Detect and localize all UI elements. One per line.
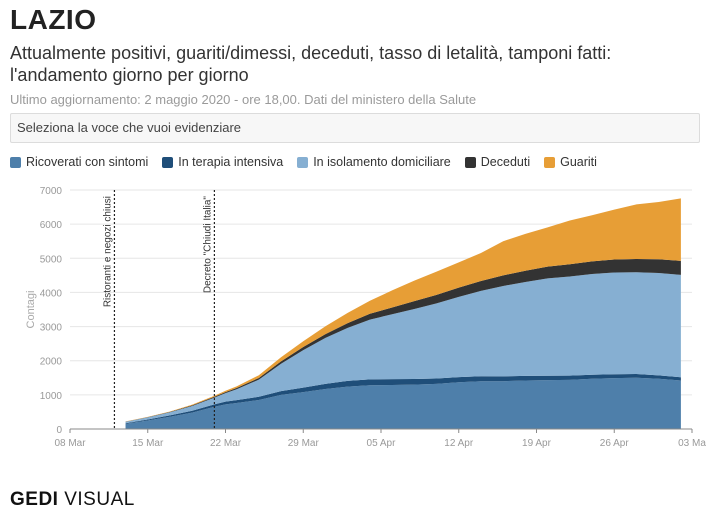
area-series: [125, 377, 681, 429]
y-tick-label: 5000: [40, 254, 63, 265]
page-subtitle: Attualmente positivi, guariti/dimessi, d…: [10, 43, 612, 85]
x-tick-label: 05 Apr: [367, 438, 397, 449]
x-tick-label: 12 Apr: [444, 438, 474, 449]
y-tick-label: 2000: [40, 357, 63, 368]
legend-swatch: [10, 156, 21, 168]
logo-visual-text: VISUAL: [58, 489, 135, 510]
legend-item[interactable]: In terapia intensiva: [162, 155, 283, 169]
y-axis-label: Contagi: [25, 291, 37, 329]
legend-label: Guariti: [560, 155, 597, 169]
legend-swatch: [464, 156, 476, 168]
area-series: [125, 272, 681, 424]
logo-gedi-text: GEDI: [10, 489, 59, 510]
x-tick-label: 15 Mar: [132, 438, 164, 449]
legend-label: Ricoverati con sintomi: [26, 155, 149, 169]
gedi-visual-logo: GEDI VISUAL: [10, 489, 135, 511]
annotation-label: Ristoranti e negozi chiusi: [102, 196, 113, 307]
series-selector-dropdown[interactable]: Seleziona la voce che vuoi evidenziare: [10, 113, 700, 143]
y-tick-label: 1000: [40, 391, 63, 402]
y-tick-label: 4000: [40, 288, 63, 299]
page-title: LAZIO: [10, 4, 97, 35]
y-tick-label: 0: [56, 425, 62, 436]
x-tick-label: 22 Mar: [210, 438, 242, 449]
legend-label: In terapia intensiva: [178, 155, 284, 169]
legend-swatch: [297, 156, 309, 168]
area-series: [125, 374, 681, 424]
y-tick-label: 6000: [40, 220, 63, 231]
x-tick-label: 26 Apr: [600, 438, 630, 449]
legend-item[interactable]: Ricoverati con sintomi: [10, 155, 148, 169]
x-tick-label: 03 Ma: [678, 438, 706, 449]
y-tick-label: 3000: [40, 323, 63, 334]
x-tick-label: 29 Mar: [288, 438, 320, 449]
legend-item[interactable]: Guariti: [544, 155, 597, 169]
y-tick-label: 7000: [40, 186, 63, 197]
legend-swatch: [162, 156, 174, 168]
legend-swatch: [544, 156, 556, 168]
legend-label: In isolamento domiciliare: [313, 155, 451, 169]
stacked-area-chart: 0 1000 2000 3000 4000 5000 6000 7000 Contagi 08 M…: [25, 186, 706, 449]
legend-item[interactable]: In isolamento domiciliare: [297, 155, 451, 169]
legend-item[interactable]: Deceduti: [464, 155, 531, 169]
annotation-label: Decreto "Chiudi Italia": [202, 196, 213, 294]
last-updated-note: Ultimo aggiornamento: 2 maggio 2020 - or…: [10, 92, 477, 107]
area-series: [125, 198, 681, 422]
legend-label: Deceduti: [480, 155, 531, 169]
chart-legend: Ricoverati con sintomi In terapia intensi…: [10, 155, 597, 169]
x-tick-label: 08 Mar: [54, 438, 86, 449]
x-tick-label: 19 Apr: [522, 438, 552, 449]
